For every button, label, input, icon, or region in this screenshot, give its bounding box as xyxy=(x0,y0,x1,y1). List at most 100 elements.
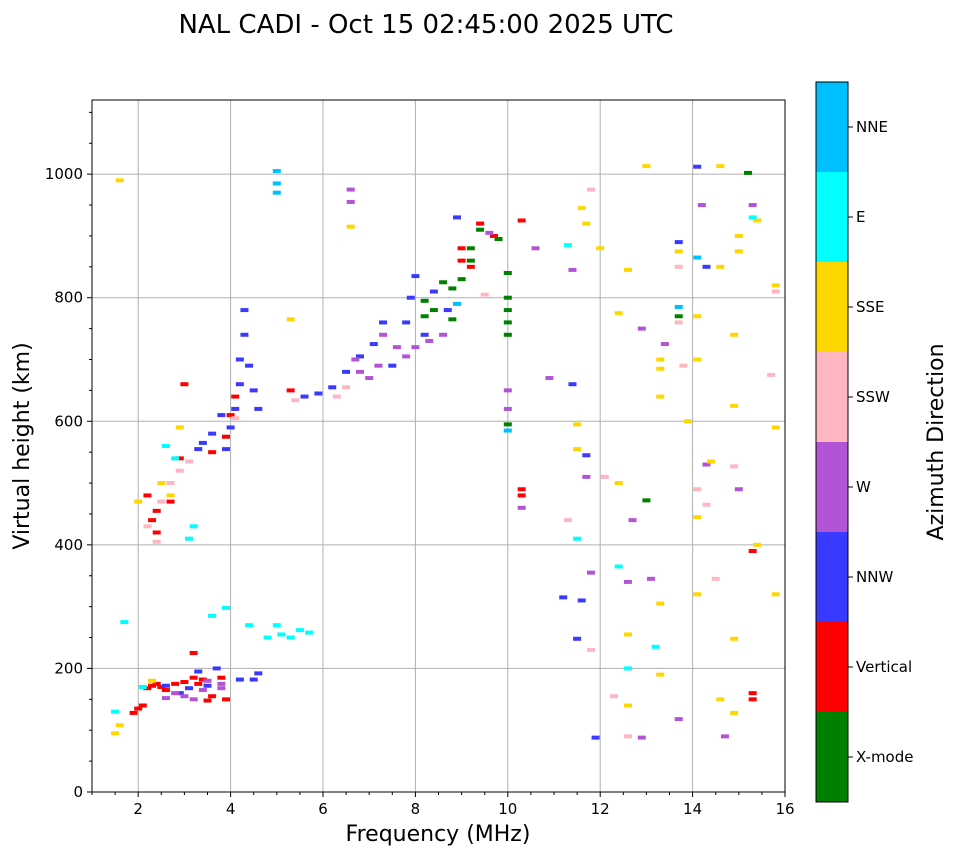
data-point-ssw xyxy=(231,416,240,421)
data-point-w xyxy=(198,688,207,693)
data-point-nnw xyxy=(693,164,702,169)
data-point-sse xyxy=(346,224,355,229)
data-point-ssw xyxy=(586,187,595,192)
data-point-w xyxy=(161,696,170,701)
data-point-e xyxy=(245,623,254,628)
data-point-nnw xyxy=(355,354,364,359)
data-point-w xyxy=(623,579,632,584)
x-tick-label: 6 xyxy=(318,800,328,818)
data-point-nnw xyxy=(254,671,263,676)
data-point-vertical xyxy=(134,706,143,711)
data-point-e xyxy=(221,605,230,610)
data-point-x-mode xyxy=(448,286,457,291)
y-tick-label: 200 xyxy=(54,659,83,677)
data-point-w xyxy=(217,681,226,686)
x-tick-label: 14 xyxy=(683,800,702,818)
data-point-ssw xyxy=(166,481,175,486)
data-point-ssw xyxy=(157,499,166,504)
data-point-sse xyxy=(596,246,605,251)
data-point-ssw xyxy=(610,694,619,699)
data-point-w xyxy=(379,332,388,337)
data-point-nnw xyxy=(674,240,683,245)
data-point-nnw xyxy=(568,382,577,387)
data-point-w xyxy=(171,691,180,696)
data-point-nnw xyxy=(254,406,263,411)
data-point-e xyxy=(189,524,198,529)
data-point-sse xyxy=(707,459,716,464)
colorbar-tick-label: X-mode xyxy=(856,748,913,766)
data-point-x-mode xyxy=(744,170,753,175)
data-point-nnw xyxy=(198,440,207,445)
data-point-ssw xyxy=(767,372,776,377)
data-point-nnw xyxy=(420,332,429,337)
data-point-nnw xyxy=(203,683,212,688)
data-point-e xyxy=(161,444,170,448)
data-point-sse xyxy=(134,499,143,504)
data-point-nnw xyxy=(226,425,235,430)
data-point-e xyxy=(651,644,660,649)
data-point-w xyxy=(517,505,526,510)
data-point-e xyxy=(138,684,147,689)
data-point-sse xyxy=(286,317,295,322)
plot-background xyxy=(92,100,785,792)
data-point-w xyxy=(702,462,711,467)
data-point-e xyxy=(208,613,217,618)
data-point-sse xyxy=(730,332,739,337)
data-point-e xyxy=(748,215,757,220)
chart-title: NAL CADI - Oct 15 02:45:00 2025 UTC xyxy=(178,10,673,40)
data-point-w xyxy=(720,734,729,739)
data-point-w xyxy=(503,388,512,393)
data-point-sse xyxy=(771,283,780,288)
data-point-w xyxy=(531,246,540,251)
data-point-w xyxy=(485,230,494,235)
data-point-nnw xyxy=(411,274,420,279)
data-point-e xyxy=(185,536,194,541)
data-point-sse xyxy=(573,422,582,427)
data-point-nnw xyxy=(577,598,586,603)
data-point-sse xyxy=(115,178,124,183)
data-point-nnw xyxy=(212,666,221,671)
data-point-ssw xyxy=(563,518,572,523)
x-tick-label: 12 xyxy=(591,800,610,818)
y-axis-ticks: 0 200 400 600 800 1000 xyxy=(45,111,92,801)
data-point-e xyxy=(171,456,180,461)
colorbar-segment xyxy=(816,622,848,712)
data-point-w xyxy=(374,363,383,368)
data-point-e xyxy=(295,628,304,633)
data-point-sse xyxy=(166,493,175,498)
data-point-nnw xyxy=(161,683,170,688)
data-point-nnw xyxy=(235,677,244,682)
data-point-nnw xyxy=(245,363,254,368)
data-point-vertical xyxy=(143,493,152,498)
data-point-nnw xyxy=(702,264,711,269)
data-point-ssw xyxy=(674,320,683,325)
colorbar-frame xyxy=(815,81,849,803)
data-point-sse xyxy=(734,249,743,254)
x-tick-label: 4 xyxy=(226,800,236,818)
data-point-nne xyxy=(272,169,281,174)
data-point-ssw xyxy=(711,576,720,581)
data-point-nnw xyxy=(194,669,203,674)
data-point-nnw xyxy=(300,394,309,399)
data-point-nnw xyxy=(240,308,249,313)
data-point-ssw xyxy=(480,292,489,297)
data-point-x-mode xyxy=(420,298,429,303)
data-point-sse xyxy=(716,697,725,702)
data-point-e xyxy=(614,564,623,569)
data-point-w xyxy=(351,357,360,362)
data-point-vertical xyxy=(152,508,161,513)
data-point-x-mode xyxy=(503,320,512,325)
data-point-sse xyxy=(693,515,702,520)
data-point-x-mode xyxy=(439,280,448,285)
colorbar-segment xyxy=(816,172,848,262)
x-tick-label: 2 xyxy=(133,800,143,818)
data-point-vertical xyxy=(457,258,466,263)
data-point-sse xyxy=(716,164,725,169)
data-point-e xyxy=(272,623,281,628)
data-point-nnw xyxy=(369,342,378,347)
data-point-w xyxy=(392,345,401,350)
data-point-ssw xyxy=(332,394,341,399)
data-point-vertical xyxy=(221,697,230,702)
data-point-nnw xyxy=(443,308,452,313)
data-point-w xyxy=(748,203,757,208)
